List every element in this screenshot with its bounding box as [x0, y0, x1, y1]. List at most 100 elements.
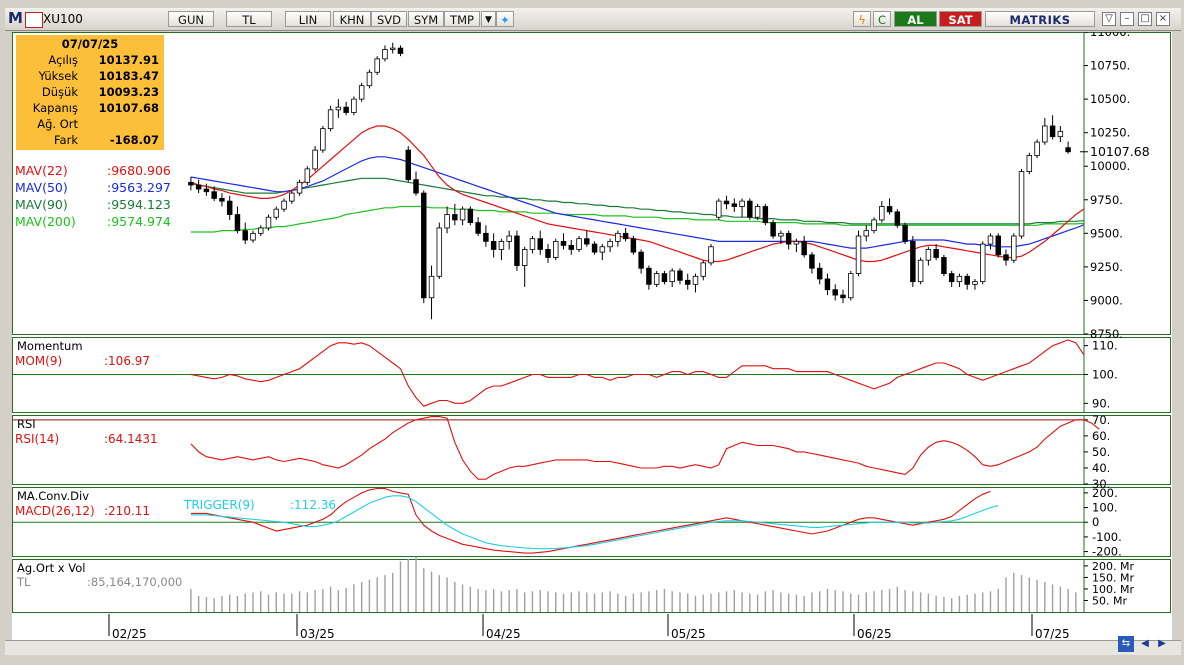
candle-body	[894, 211, 901, 226]
ma-line-mav50	[190, 156, 1084, 249]
candle-body	[886, 206, 893, 213]
candle-body	[327, 109, 334, 130]
y-tick-label: 9250.	[1090, 260, 1123, 274]
close-icon[interactable]: ×	[1156, 12, 1170, 26]
candle-body	[956, 275, 963, 283]
info-label: Açılış	[48, 53, 78, 67]
lightning-icon[interactable]: ϟ	[853, 11, 871, 27]
symbol-button[interactable]: SYM	[408, 11, 444, 27]
currency-button[interactable]: TL	[226, 11, 272, 27]
candle-body	[809, 254, 815, 269]
candle-body	[514, 235, 520, 266]
period-button[interactable]: GUN	[168, 11, 214, 27]
candle-body	[421, 192, 427, 299]
y-tick-label: 150. Mr	[1092, 571, 1134, 584]
candle-body	[351, 98, 357, 113]
ohlc-info-box: 07/07/25 Açılış 10137.91 Yüksek 10183.47…	[16, 35, 164, 150]
info-label: Yüksek	[38, 69, 78, 83]
candle-body	[242, 230, 248, 241]
scroll-right-icon[interactable]: ▶	[1158, 638, 1166, 649]
candle-body	[987, 235, 994, 245]
candle-body	[219, 198, 225, 202]
buy-button[interactable]: AL	[894, 11, 937, 27]
volume-unit: TL	[16, 575, 31, 589]
candle-body	[793, 240, 800, 245]
symbol-label[interactable]: XU100	[43, 12, 83, 26]
series-line-0	[190, 339, 1085, 407]
candle-body	[211, 191, 217, 199]
candle-body	[653, 273, 660, 285]
candle-body	[203, 188, 210, 193]
volume-button[interactable]: SVD	[371, 11, 407, 27]
candle-body	[459, 208, 466, 221]
candle-body	[910, 240, 916, 283]
candle-body	[234, 214, 241, 232]
candle-body	[265, 216, 272, 229]
y-tick-label: 9500.	[1090, 226, 1123, 240]
info-row-close: Kapanış 10107.68	[16, 101, 164, 117]
refresh-icon[interactable]: C	[873, 11, 891, 27]
panel-title: Momentum	[17, 339, 83, 353]
scale-button[interactable]: LIN	[285, 11, 331, 27]
candle-body	[366, 71, 373, 87]
info-label: Fark	[54, 133, 78, 147]
info-row-change: Fark -168.07	[16, 133, 164, 149]
candle-body	[296, 181, 303, 194]
candle-body	[615, 232, 621, 242]
x-tick-label: 07/25	[1035, 627, 1070, 641]
candle-body	[700, 262, 706, 277]
last-price-label: 10107.68	[1090, 144, 1150, 159]
candle-body	[521, 249, 528, 266]
candle-body	[591, 243, 598, 253]
candle-body	[444, 214, 450, 229]
maximize-icon[interactable]: □	[1138, 12, 1152, 26]
horizontal-scrollbar[interactable]	[5, 640, 1181, 655]
template-button[interactable]: TMP	[444, 11, 480, 27]
y-tick-label: 10750.	[1090, 59, 1130, 73]
y-tick-label: 30.	[1092, 477, 1110, 491]
candle-body	[708, 246, 714, 264]
candle-body	[607, 240, 613, 248]
sell-button[interactable]: SAT	[939, 11, 982, 27]
candle-body	[964, 275, 970, 285]
candle-body	[343, 106, 349, 113]
candle-body	[716, 200, 722, 218]
candle-body	[677, 270, 683, 281]
candle-body	[816, 267, 823, 280]
mav-value: :9680.906	[107, 163, 171, 178]
candle-body	[584, 238, 590, 245]
series-value: :210.11	[104, 504, 150, 518]
info-row-average: Ağ. Ort	[16, 117, 164, 133]
series-line-1	[190, 495, 999, 550]
y-tick-label: 11000.	[1090, 32, 1130, 39]
candle-body	[933, 249, 939, 258]
ma-line-mav200	[190, 205, 1084, 233]
chart-svg: 11000. 10750. 10500. 10250. 10000. 9750. 9500.…	[12, 25, 1171, 641]
candle-body	[599, 246, 606, 253]
y-tick-label: 9750.	[1090, 193, 1123, 207]
panel-frame-vol	[12, 559, 1171, 613]
candle-body	[467, 208, 474, 223]
chart-type-button[interactable]: KHN	[333, 11, 371, 27]
candle-body	[739, 200, 745, 207]
symbol-flag-icon	[25, 12, 43, 28]
dropdown-icon[interactable]: ▼	[481, 11, 496, 27]
y-tick-label: 100. Mr	[1092, 583, 1134, 596]
brand-button[interactable]: MATRIKS	[985, 11, 1095, 27]
candle-body	[646, 267, 652, 285]
candle-body	[622, 232, 629, 240]
twitter-icon[interactable]: ✦	[496, 11, 514, 27]
mav-label: MAV(50)	[15, 180, 68, 195]
candle-body	[917, 259, 924, 283]
minimize-icon[interactable]: –	[1120, 12, 1134, 26]
ma-line-mav22	[190, 125, 1084, 263]
sync-icon[interactable]: ⇆	[1118, 636, 1134, 652]
scroll-left-icon[interactable]: ◀	[1141, 638, 1149, 649]
y-tick-label: 8750.	[1090, 327, 1123, 341]
candle-body	[576, 238, 582, 250]
candle-body	[832, 289, 838, 296]
dropdown-menu-icon[interactable]: ▽	[1102, 12, 1116, 26]
candle-body	[669, 270, 675, 283]
